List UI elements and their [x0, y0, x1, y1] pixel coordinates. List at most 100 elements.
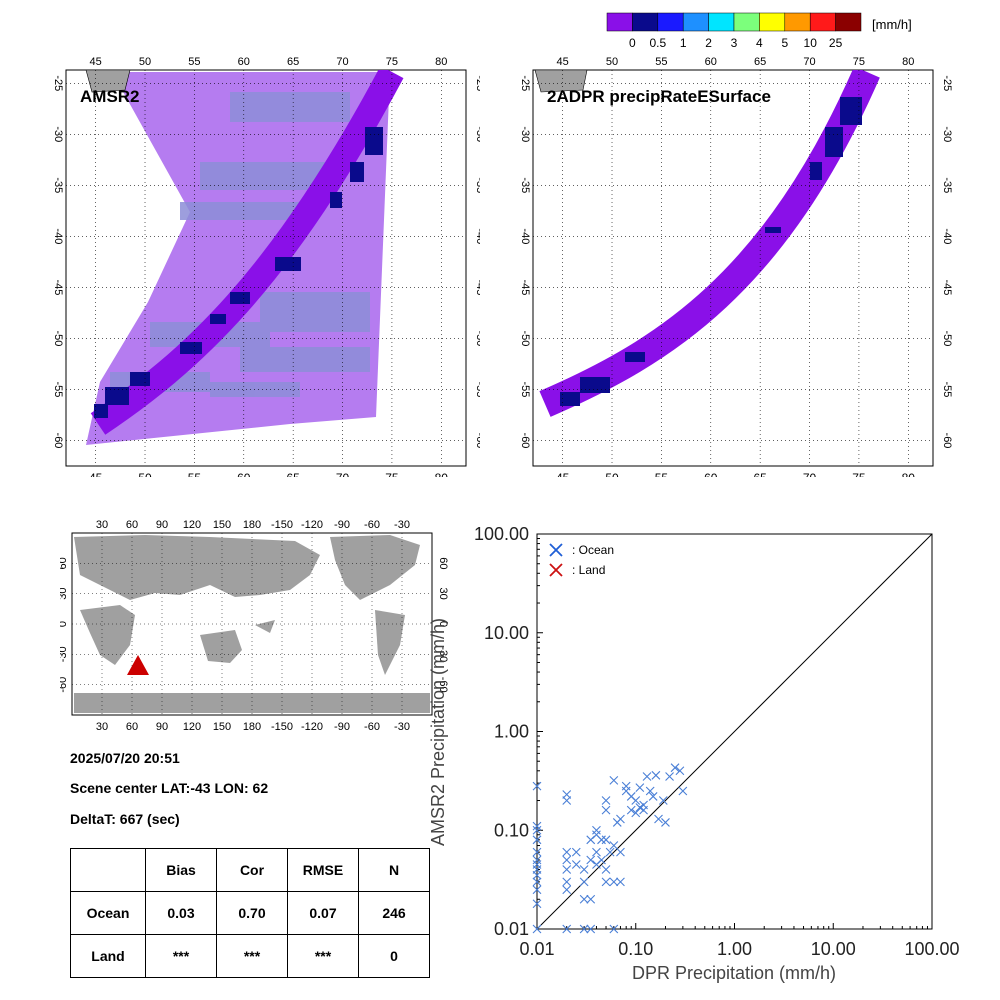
- colorbar-swatch: [784, 12, 811, 32]
- lat-tick-label-right: -35: [941, 177, 953, 193]
- scatter-point-ocean: [562, 796, 572, 805]
- scatter-point-ocean: [601, 835, 611, 845]
- lon-tick-label-top: 60: [238, 56, 250, 68]
- world-lon-tick-bottom: 120: [183, 721, 201, 733]
- world-lon-tick-top: 150: [213, 519, 231, 531]
- scatter-point-ocean: [562, 865, 572, 874]
- lat-tick-label-left: -45: [52, 279, 64, 295]
- world-lon-tick-top: 60: [126, 519, 138, 531]
- world-lon-tick-top: -60: [364, 519, 380, 531]
- scatter-point-ocean: [648, 792, 658, 801]
- scatter-point-ocean: [579, 877, 589, 887]
- scatter-point-ocean: [601, 877, 611, 887]
- stats-header-cell: RMSE: [287, 848, 359, 892]
- lon-tick-label-top: 50: [139, 56, 151, 68]
- x-tick-label: 1.00: [717, 939, 752, 959]
- stats-header-cell: Bias: [145, 848, 217, 892]
- scatter-point-ocean: [651, 770, 661, 780]
- x-axis-label: DPR Precipitation (mm/h): [632, 963, 836, 983]
- stats-cell: 0: [358, 934, 430, 978]
- scatter-plot: 0.010.01 0.10 0.10 1.00 1.00 10.00 10.00 100.00…: [428, 524, 960, 983]
- world-lon-tick-top: -150: [271, 519, 293, 531]
- world-lat-tick-left: 30: [60, 588, 69, 600]
- lat-tick-label-right: -45: [941, 279, 953, 295]
- legend-label: : Ocean: [572, 543, 614, 557]
- colorbar-swatch: [733, 12, 760, 32]
- stats-cell: 0.07: [287, 891, 359, 935]
- scatter-point-ocean: [601, 865, 611, 874]
- scatter-point-ocean: [670, 763, 680, 773]
- y-axis-label: AMSR2 Precipitation (mm/h): [428, 618, 448, 846]
- colorbar-swatch: [835, 12, 862, 32]
- x-tick-label: 100.00: [904, 939, 959, 959]
- scene-center-marker: [127, 655, 149, 675]
- dpr-map-panel: 2ADPR precipRateESurface 45 45 50 50 55 55 60 6…: [519, 56, 953, 477]
- scatter-legend: : Ocean : Land: [549, 543, 614, 577]
- lat-tick-label-right: -25: [474, 75, 480, 91]
- scatter-point-ocean: [661, 818, 670, 827]
- colorbar-tick-label: 25: [829, 36, 843, 50]
- lat-tick-label-left: -35: [519, 177, 531, 193]
- scatter-point-ocean: [562, 877, 572, 887]
- world-lon-tick-top: 120: [183, 519, 201, 531]
- world-lon-tick-top: 90: [156, 519, 168, 531]
- y-tick-label: 10.00: [484, 623, 529, 643]
- world-gridlines: [72, 533, 432, 715]
- scatter-point-ocean: [675, 766, 685, 776]
- lat-tick-label-left: -55: [519, 382, 531, 398]
- colorbar-tick-label: 5: [781, 36, 788, 50]
- colorbar-swatch: [708, 12, 735, 32]
- scatter-point-ocean: [532, 855, 542, 865]
- world-lon-tick-bottom: -120: [301, 721, 323, 733]
- scatter-point-ocean: [571, 847, 581, 857]
- lat-tick-label-right: -60: [474, 433, 480, 449]
- lat-tick-label-right: -30: [941, 126, 953, 142]
- scatter-point-ocean: [532, 870, 542, 880]
- stats-cell: ***: [216, 934, 288, 978]
- stats-table: Bias Cor RMSE N Ocean 0.03 0.70 0.07 246…: [70, 848, 430, 978]
- amsr2-map-ticks: 45 45 50 50 55 55 60 60 65 65 70 70 75 75 80 80 -25 -25 -3…: [52, 56, 480, 477]
- y-tick-label: 100.00: [474, 524, 529, 544]
- lat-tick-label-left: -40: [519, 228, 531, 244]
- stats-cell: ***: [287, 934, 359, 978]
- scatter-point-ocean: [597, 855, 606, 865]
- madagascar-land: [534, 70, 588, 93]
- lat-tick-label-left: -40: [52, 228, 64, 244]
- stats-row-land: Land *** *** *** 0: [70, 934, 430, 978]
- scene-center-text: Scene center LAT:-43 LON: 62: [70, 780, 269, 796]
- lat-tick-label-right: -50: [941, 330, 953, 346]
- legend-label: : Land: [572, 563, 605, 577]
- stats-cell: Land: [70, 934, 146, 978]
- lon-tick-label-top: 70: [336, 56, 348, 68]
- world-lon-tick-bottom: 150: [213, 721, 231, 733]
- scatter-point-ocean: [532, 877, 542, 887]
- world-lat-tick-right: -60: [437, 677, 449, 693]
- scatter-point-ocean: [635, 783, 645, 793]
- world-lat-tick-left: 60: [60, 557, 69, 569]
- colorbar-tick-label: 10: [804, 36, 818, 50]
- colorbar-swatch: [632, 12, 659, 32]
- world-lon-tick-bottom: 60: [126, 721, 138, 733]
- world-map-ticks: 30 60 90 120 150 180 -150 -120 -90 -60 -30 30 60 90 12…: [60, 519, 449, 733]
- colorbar: 0 0.5 1 2 3 4 5 10 25 [mm/h]: [606, 12, 912, 50]
- world-lat-tick-right: 60: [437, 557, 449, 569]
- lon-tick-label-bottom: 70: [803, 471, 817, 477]
- scatter-point-ocean: [645, 786, 655, 796]
- dpr-map-title: 2ADPR precipRateESurface: [547, 87, 771, 106]
- scatter-point-ocean: [658, 796, 668, 805]
- lat-tick-label-right: -30: [474, 126, 480, 142]
- scatter-point-ocean: [579, 865, 589, 874]
- y-tick-label: 0.10: [494, 820, 529, 840]
- colorbar-tick-label: 0.5: [649, 36, 666, 50]
- lon-tick-label-top: 80: [435, 56, 447, 68]
- lat-tick-label-right: -50: [474, 330, 480, 346]
- one-to-one-line: [536, 533, 933, 930]
- colorbar-swatch: [682, 12, 709, 32]
- lon-tick-label-top: 80: [902, 56, 914, 68]
- legend-marker: [549, 563, 563, 577]
- lat-tick-label-right: -35: [474, 177, 480, 193]
- lat-tick-label-right: -45: [474, 279, 480, 295]
- lon-tick-label-top: 45: [557, 56, 569, 68]
- colorbar-tick-label: 3: [731, 36, 738, 50]
- delta-t-text: DeltaT: 667 (sec): [70, 811, 180, 827]
